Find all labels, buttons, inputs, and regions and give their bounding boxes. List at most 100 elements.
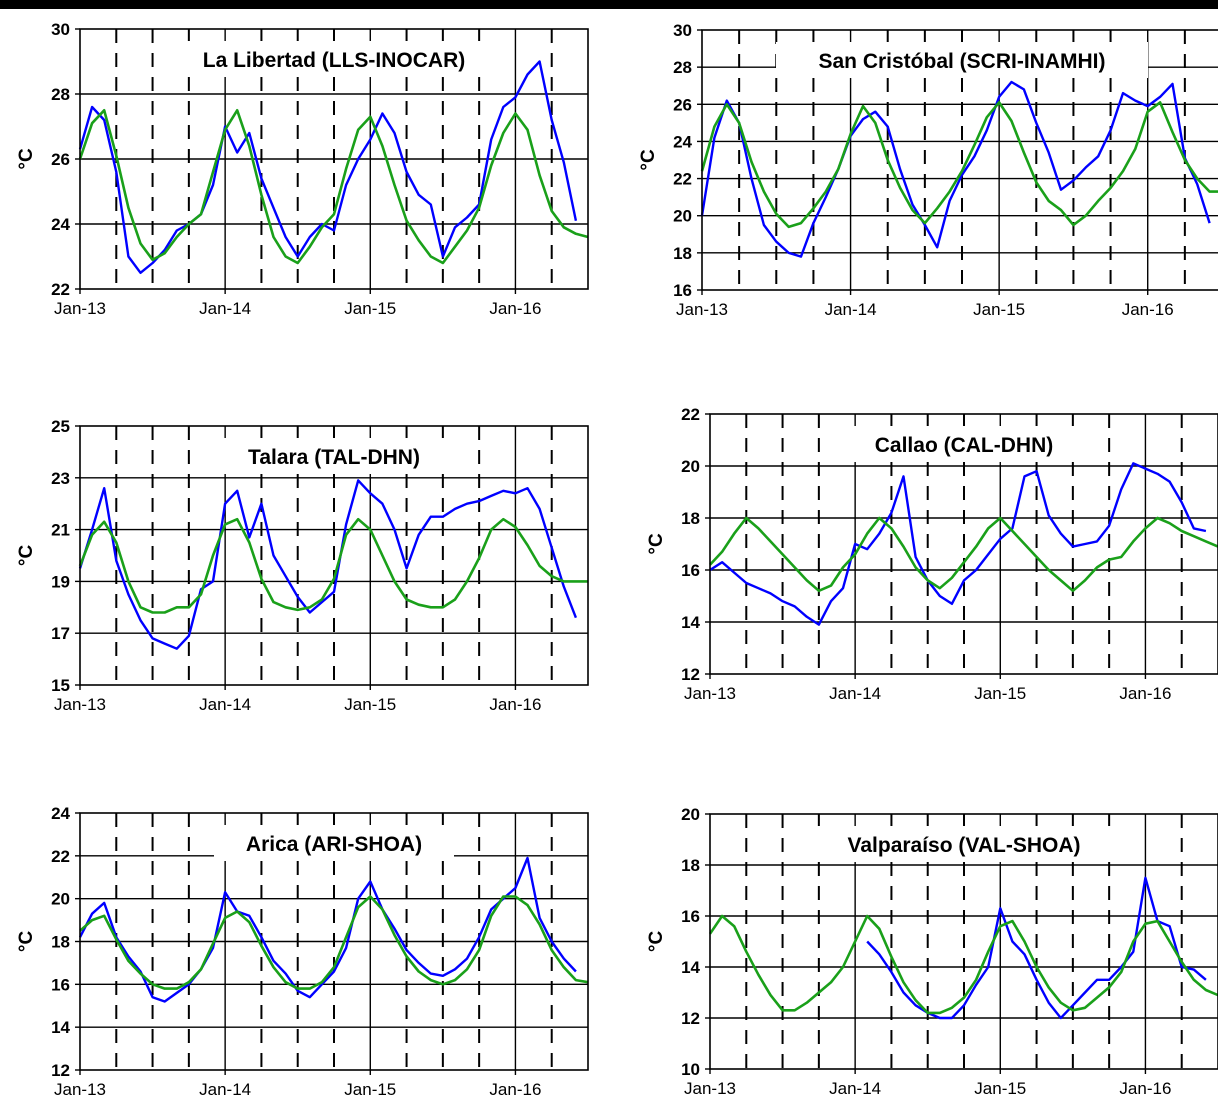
y-tick-label: 20 [681,457,700,476]
y-axis-label: °C [646,533,667,555]
y-tick-label: 17 [51,624,70,643]
climatology-series-line [700,101,1218,229]
y-axis-label: °C [16,931,37,953]
chart-svg: 22 24 26 28 30 Jan-13 Jan-14 Jan-15 Jan-16 °C La L… [16,20,589,318]
y-tick-label: 26 [51,150,70,169]
chart-title: Arica (ARI-SHOA) [246,833,422,856]
x-tick-label: Jan-15 [344,299,396,318]
y-tick-label: 30 [673,21,692,40]
chart-svg: 10 12 14 16 18 20 Jan-13 Jan-14 Jan-15 Jan-16 °C Va… [646,805,1218,1098]
y-tick-label: 20 [673,207,692,226]
x-tick-label: Jan-16 [1122,300,1174,319]
y-tick-label: 16 [681,907,700,926]
plot-frame [79,28,589,290]
y-tick-label: 16 [681,561,700,580]
observed-series-line [709,462,1207,626]
climatology-series-line [708,914,1218,1015]
plot-frame [701,29,1218,291]
title-background [776,42,1148,78]
plot-frame [79,425,589,686]
x-tick-label: Jan-14 [829,684,881,703]
y-axis-label: °C [646,931,667,953]
y-tick-label: 14 [51,1018,70,1037]
x-tick-label: Jan-13 [54,299,106,318]
observed-series-line [78,856,577,1003]
x-tick-label: Jan-14 [825,300,877,319]
x-tick-label: Jan-13 [54,1080,106,1099]
title-background [848,426,1080,462]
y-tick-label: 22 [51,280,70,299]
y-tick-label: 12 [681,1009,700,1028]
chart-arica: 12 14 16 18 20 22 24 Jan-13 Jan-14 Jan-15 Jan-16 °C… [0,800,600,1109]
chart-svg: 12 14 16 18 20 22 Jan-13 Jan-14 Jan-15 Jan-16 °C Ca… [646,405,1218,703]
y-tick-label: 18 [681,856,700,875]
chart-title: Talara (TAL-DHN) [248,446,420,469]
chart-svg: 12 14 16 18 20 22 24 Jan-13 Jan-14 Jan-15 Jan-16 °C… [16,804,589,1099]
title-background [214,438,454,474]
y-tick-label: 12 [51,1061,70,1080]
y-axis-label: °C [16,148,37,170]
title-background [169,41,499,77]
climatology-series-line [79,895,589,990]
y-tick-label: 24 [673,132,692,151]
y-tick-label: 22 [673,170,692,189]
top-border [0,0,1218,9]
observed-series-line [78,60,578,274]
y-tick-label: 15 [51,676,70,695]
y-tick-label: 14 [681,613,700,632]
title-background [214,825,454,861]
chart-san-cristobal: 16 18 20 22 24 26 28 30 Jan-13 Jan-14 Jan-15 Jan-16… [618,10,1218,340]
y-tick-label: 16 [673,281,692,300]
chart-title: Callao (CAL-DHN) [875,434,1054,457]
x-tick-label: Jan-13 [684,1079,736,1098]
y-axis-label: °C [638,149,659,171]
y-tick-label: 28 [673,58,692,77]
x-tick-label: Jan-15 [974,684,1026,703]
x-tick-label: Jan-16 [1119,1079,1171,1098]
x-tick-label: Jan-14 [199,1080,251,1099]
y-tick-label: 20 [681,805,700,824]
x-tick-label: Jan-14 [199,299,251,318]
x-tick-label: Jan-15 [344,1080,396,1099]
y-tick-label: 19 [51,572,70,591]
climatology-series-line [78,517,588,614]
chart-title: San Cristóbal (SCRI-INAMHI) [818,50,1105,73]
chart-callao: 12 14 16 18 20 22 Jan-13 Jan-14 Jan-15 Jan-16 °C Ca… [618,400,1218,730]
x-tick-label: Jan-15 [344,695,396,714]
x-tick-label: Jan-13 [684,684,736,703]
x-tick-label: Jan-13 [54,695,106,714]
y-tick-label: 25 [51,417,70,436]
y-tick-label: 24 [51,215,70,234]
chart-talara: 15 17 19 21 23 25 Jan-13 Jan-14 Jan-15 Jan-16 °C Ta… [0,400,600,730]
climatology-series-line [709,516,1218,593]
x-tick-label: Jan-16 [489,1080,541,1099]
x-tick-label: Jan-16 [1119,684,1171,703]
chart-la-libertad: 22 24 26 28 30 Jan-13 Jan-14 Jan-15 Jan-16 °C La L… [0,10,600,340]
y-tick-label: 12 [681,665,700,684]
y-tick-label: 22 [681,405,700,424]
y-tick-label: 18 [681,509,700,528]
x-tick-label: Jan-14 [829,1079,881,1098]
y-tick-label: 20 [51,890,70,909]
title-background [809,826,1119,862]
y-tick-label: 18 [51,933,70,952]
y-tick-label: 18 [673,244,692,263]
chart-svg: 15 17 19 21 23 25 Jan-13 Jan-14 Jan-15 Jan-16 °C Ta… [16,417,589,714]
y-tick-label: 26 [673,95,692,114]
y-tick-label: 28 [51,85,70,104]
y-tick-label: 22 [51,847,70,866]
y-tick-label: 30 [51,20,70,39]
x-tick-label: Jan-13 [676,300,728,319]
plot-frame [79,812,589,1071]
chart-title: Valparaíso (VAL-SHOA) [848,834,1081,857]
plot-frame [709,413,1218,675]
chart-svg: 16 18 20 22 24 26 28 30 Jan-13 Jan-14 Jan-15 Jan-16… [638,21,1218,319]
y-tick-label: 14 [681,958,700,977]
y-tick-label: 23 [51,469,70,488]
y-tick-label: 24 [51,804,70,823]
climatology-series-line [78,109,589,265]
y-tick-label: 16 [51,975,70,994]
y-axis-label: °C [16,545,37,567]
x-tick-label: Jan-14 [199,695,251,714]
y-tick-label: 10 [681,1060,700,1079]
